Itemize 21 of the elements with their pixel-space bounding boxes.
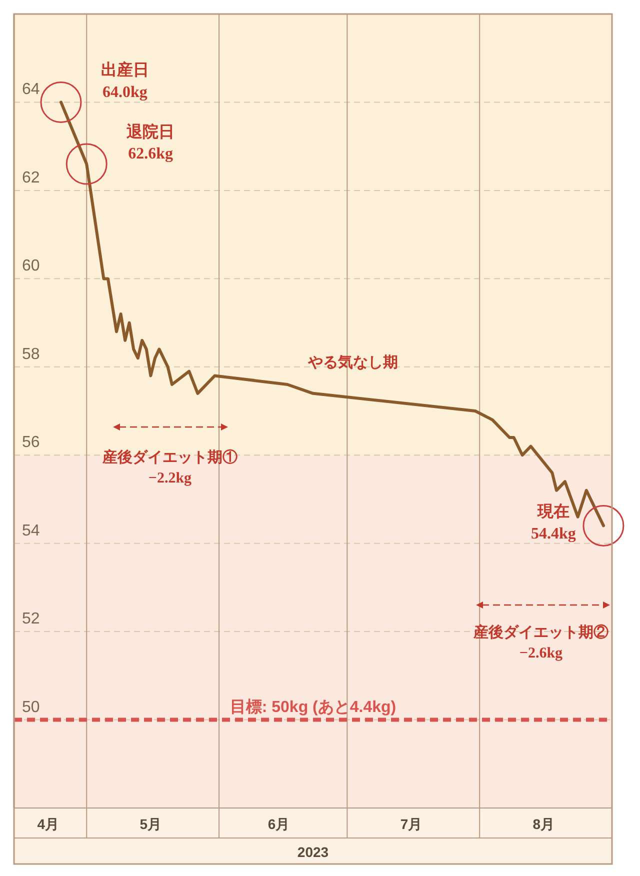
- y-tick-label: 50: [22, 698, 40, 716]
- y-tick-label: 54: [22, 522, 40, 540]
- x-tick-label: 7月: [400, 816, 422, 832]
- ref-line-label: 目標: 50kg (あと4.4kg): [230, 698, 396, 716]
- annotation: 産後ダイエット期② −2.6kg: [472, 623, 608, 662]
- annotation: やる気なし期: [307, 354, 398, 371]
- annotation: 産後ダイエット期① −2.2kg: [102, 448, 238, 486]
- x-tick-label: 4月: [37, 816, 60, 832]
- y-tick-label: 64: [22, 81, 40, 98]
- annotation: 出産日 64.0kg: [100, 60, 149, 101]
- x-tick-label: 5月: [140, 816, 162, 832]
- y-tick-label: 56: [22, 434, 40, 452]
- y-tick-label: 58: [22, 346, 40, 363]
- x-tick-label: 6月: [268, 816, 290, 832]
- x-axis-title: 2023: [297, 844, 329, 860]
- x-tick-label: 8月: [532, 816, 555, 832]
- annotation: 退院日 62.6kg: [126, 122, 175, 163]
- y-tick-label: 62: [22, 169, 40, 186]
- y-tick-label: 60: [22, 258, 40, 275]
- annotation: 現在 54.4kg: [531, 502, 576, 542]
- y-tick-label: 52: [22, 610, 40, 628]
